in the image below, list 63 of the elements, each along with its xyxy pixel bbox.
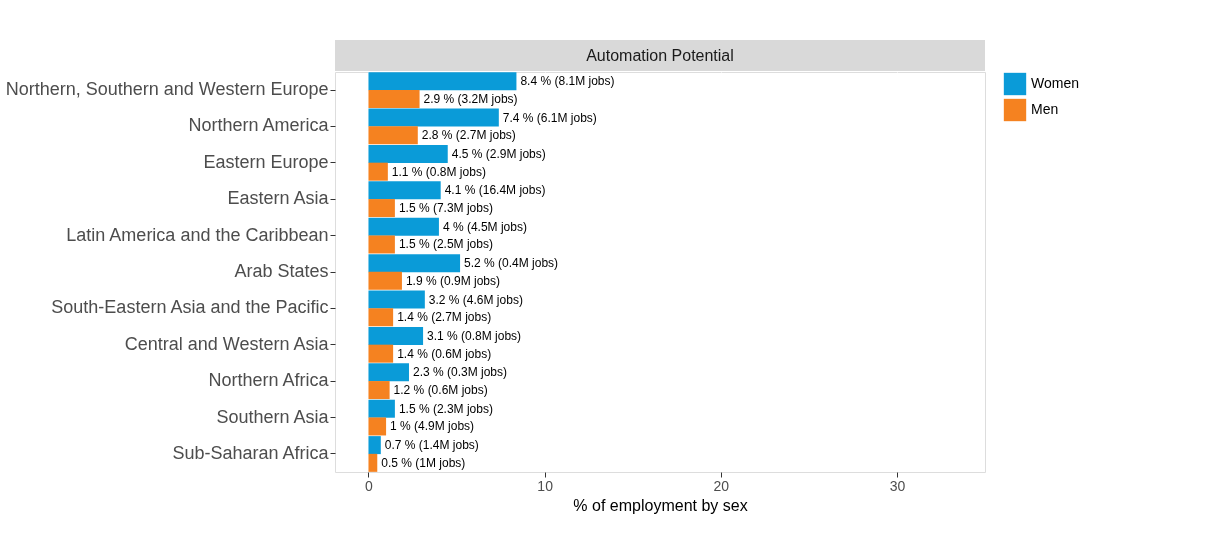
data-label: 1.5 % (7.3M jobs) — [398, 201, 493, 216]
y-tick-label: Central and Western Asia — [124, 333, 330, 354]
bar — [368, 144, 448, 163]
y-tick-label: Eastern Europe — [203, 151, 329, 172]
bar — [368, 126, 418, 145]
bar — [368, 453, 378, 472]
data-label: 4.1 % (16.4M jobs) — [444, 183, 546, 198]
bar — [368, 344, 394, 363]
bar — [368, 436, 381, 455]
y-tick-label: Northern, Southern and Western Europe — [5, 79, 329, 100]
bar — [368, 235, 395, 254]
x-tick-label: 30 — [889, 477, 906, 494]
data-label: 7.4 % (6.1M jobs) — [502, 110, 597, 125]
bar — [368, 162, 388, 181]
legend-label: Men — [1031, 101, 1059, 117]
bar — [368, 89, 420, 108]
bar — [368, 108, 499, 127]
bar — [368, 217, 439, 236]
y-tick-label: Northern America — [188, 115, 330, 136]
x-tick-label: 0 — [365, 477, 374, 494]
chart-title: Automation Potential — [586, 47, 734, 64]
bar — [368, 199, 395, 218]
bar — [368, 326, 424, 345]
data-label: 3.2 % (4.6M jobs) — [428, 292, 523, 307]
data-label: 1.4 % (0.6M jobs) — [397, 346, 492, 361]
bar — [368, 381, 390, 400]
data-label: 1.9 % (0.9M jobs) — [405, 273, 500, 288]
y-tick-label: Eastern Asia — [227, 188, 330, 209]
data-label: 8.4 % (8.1M jobs) — [520, 74, 615, 89]
x-axis-title: % of employment by sex — [573, 496, 748, 514]
y-tick-label: Sub-Saharan Africa — [172, 442, 330, 463]
data-label: 4 % (4.5M jobs) — [442, 219, 527, 234]
data-label: 2.3 % (0.3M jobs) — [412, 365, 508, 380]
data-label: 0.5 % (1M jobs) — [381, 455, 466, 470]
y-tick-label: Northern Africa — [208, 370, 330, 391]
y-tick-label: South-Eastern Asia and the Pacific — [51, 297, 329, 318]
data-label: 5.2 % (0.4M jobs) — [464, 256, 559, 271]
y-tick-label: Arab States — [234, 261, 329, 281]
data-label: 2.8 % (2.7M jobs) — [421, 128, 516, 143]
data-label: 4.5 % (2.9M jobs) — [451, 146, 546, 161]
data-label: 3.1 % (0.8M jobs) — [427, 328, 522, 343]
y-tick-label: Southern Asia — [216, 406, 330, 427]
bar — [368, 417, 387, 436]
bar — [368, 399, 395, 418]
bar — [368, 308, 394, 327]
bar — [368, 290, 425, 309]
data-label: 1.1 % (0.8M jobs) — [391, 164, 486, 179]
data-label: 1 % (4.9M jobs) — [390, 419, 475, 434]
bar — [368, 254, 461, 273]
x-tick-label: 20 — [713, 477, 730, 494]
data-label: 2.9 % (3.2M jobs) — [423, 91, 518, 106]
data-label: 0.7 % (1.4M jobs) — [384, 438, 479, 453]
bar — [368, 271, 402, 290]
y-tick-label: Latin America and the Caribbean — [66, 224, 329, 245]
legend-label: Women — [1031, 75, 1079, 91]
x-tick-label: 10 — [537, 477, 554, 494]
data-label: 1.5 % (2.5M jobs) — [398, 237, 493, 252]
bar — [368, 181, 441, 200]
data-label: 1.2 % (0.6M jobs) — [393, 383, 488, 398]
data-label: 1.5 % (2.3M jobs) — [398, 401, 493, 416]
bar — [368, 72, 517, 91]
bar — [368, 363, 409, 382]
data-label: 1.4 % (2.7M jobs) — [397, 310, 492, 325]
